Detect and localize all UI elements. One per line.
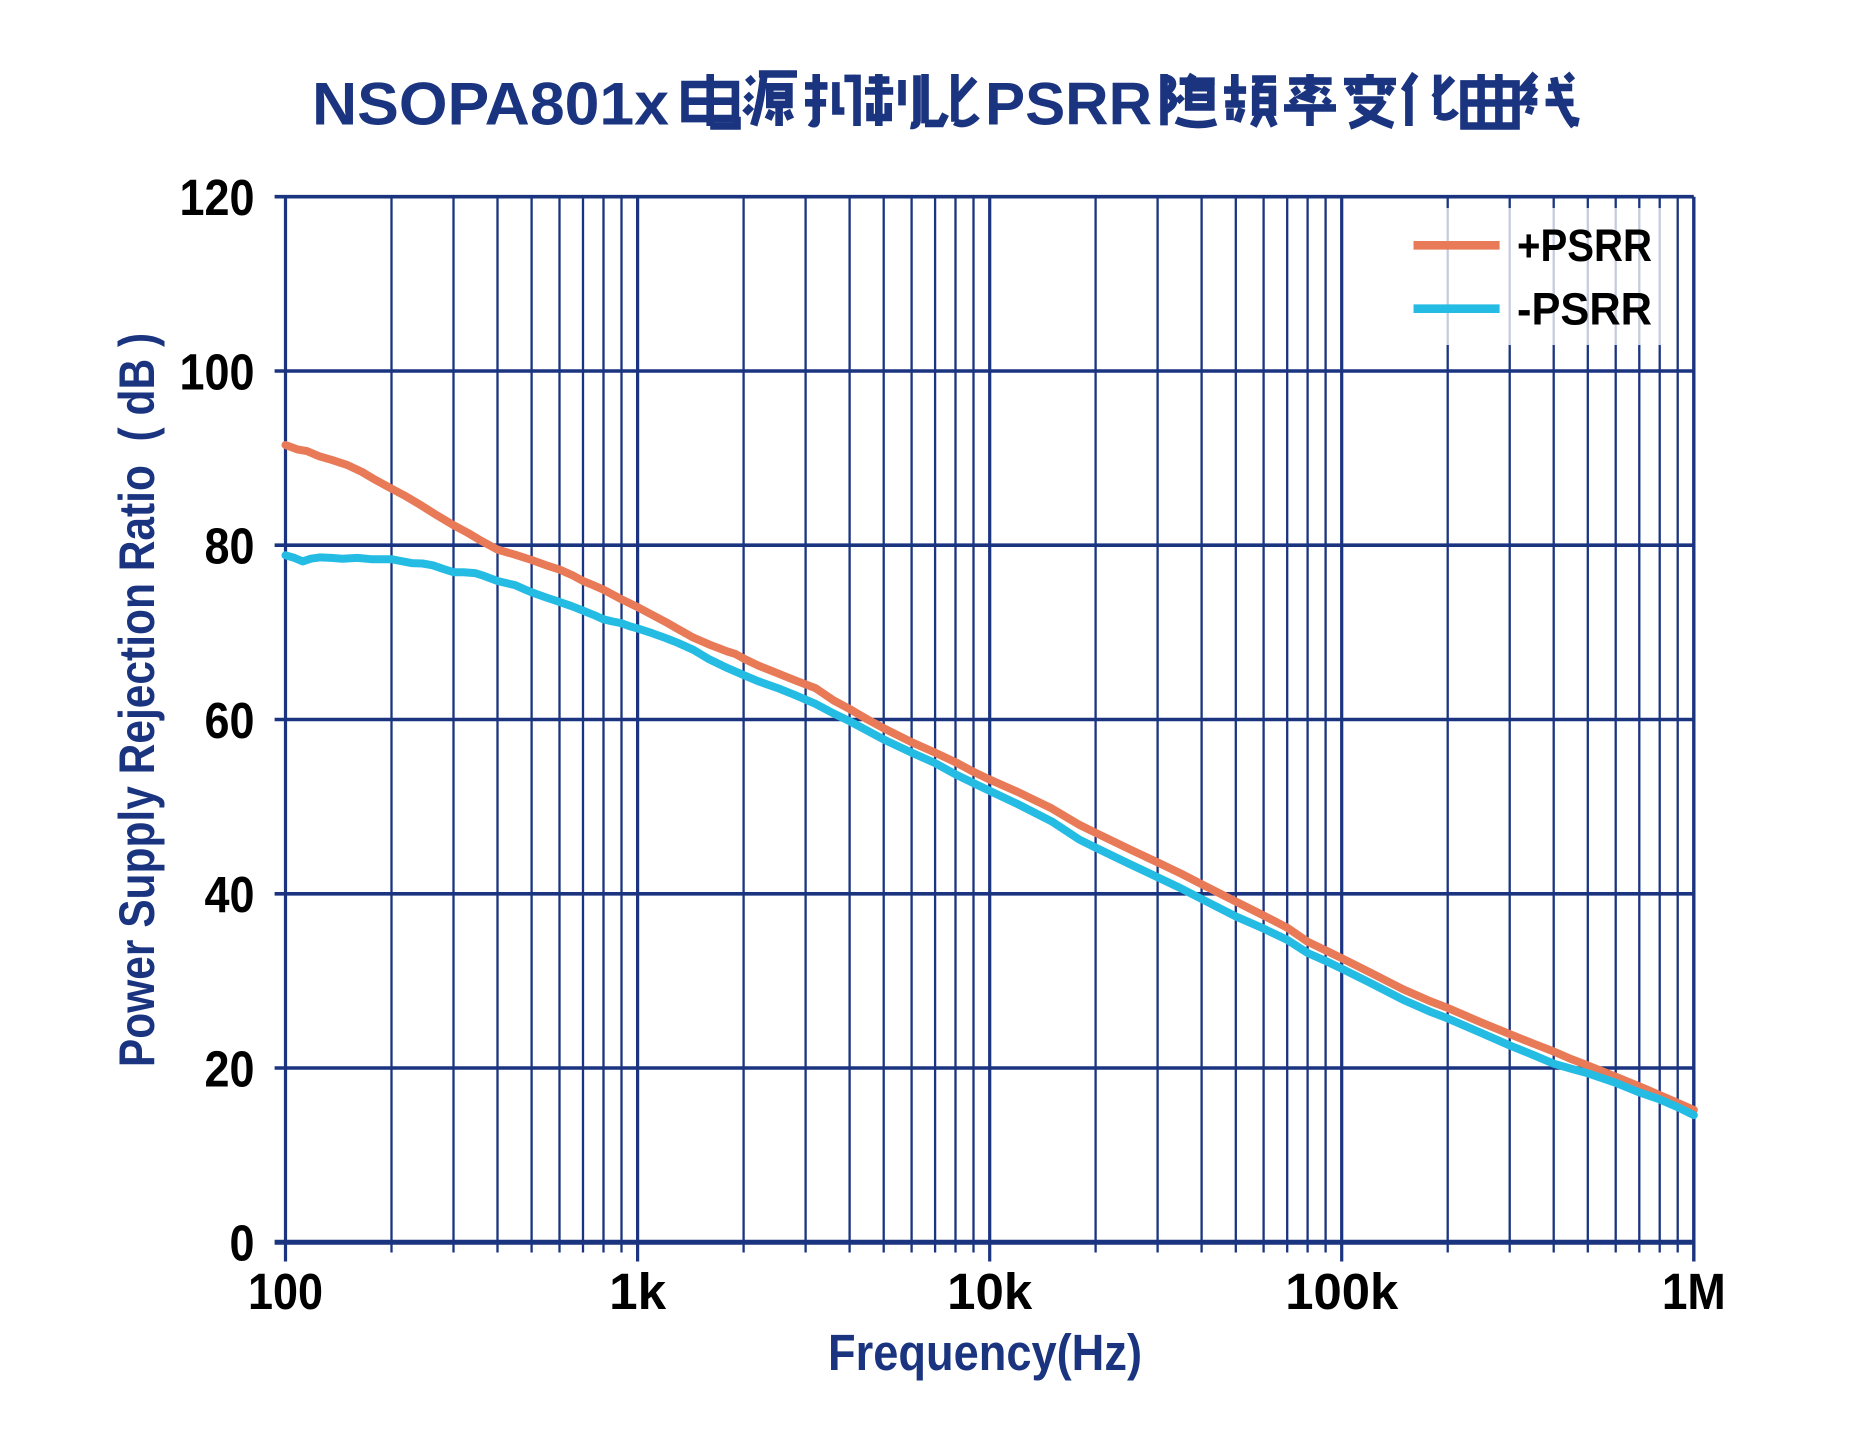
svg-text:1k: 1k <box>609 1263 667 1320</box>
svg-text:120: 120 <box>180 169 255 226</box>
svg-text:60: 60 <box>205 692 255 749</box>
svg-text:Power Supply Rejection Ratio: Power Supply Rejection Ratio ( dB ) <box>109 333 165 1067</box>
svg-text:0: 0 <box>230 1215 255 1272</box>
svg-text:Frequency(Hz): Frequency(Hz) <box>828 1324 1142 1381</box>
svg-text:100: 100 <box>248 1263 323 1320</box>
svg-text:-PSRR: -PSRR <box>1517 284 1652 335</box>
svg-text:PSRR: PSRR <box>985 71 1152 138</box>
svg-text:10k: 10k <box>947 1263 1033 1320</box>
svg-text:40: 40 <box>205 866 255 923</box>
svg-text:NSOPA801x: NSOPA801x <box>312 71 669 138</box>
svg-text:80: 80 <box>205 518 255 575</box>
svg-text:100: 100 <box>180 343 255 400</box>
svg-text:100k: 100k <box>1285 1263 1399 1320</box>
svg-text:20: 20 <box>205 1040 255 1097</box>
svg-text:+PSRR: +PSRR <box>1517 220 1652 271</box>
svg-text:1M: 1M <box>1662 1263 1726 1320</box>
